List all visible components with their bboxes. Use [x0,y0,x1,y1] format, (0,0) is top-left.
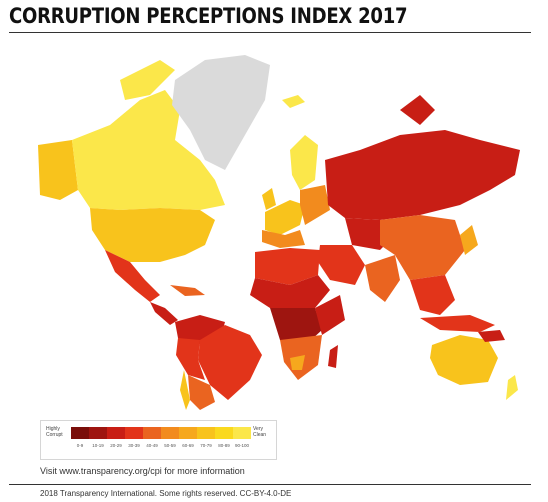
region-papua[interactable] [478,330,505,342]
region-australia[interactable] [430,335,498,385]
region-usa[interactable] [90,208,215,262]
legend-high-label: Very Clean [253,426,267,438]
legend-tick-70-79: 70-79 [200,443,212,448]
color-legend: Highly Corrupt 0-9 10-19 20-29 30-39 40-49 50… [40,420,277,460]
legend-tick-30-39: 30-39 [128,443,140,448]
legend-swatch-0-9 [71,427,89,439]
legend-tick-10-19: 10-19 [92,443,104,448]
legend-swatch-50-59 [161,427,179,439]
legend-tick-60-69: 60-69 [182,443,194,448]
legend-tick-90-100: 90-100 [234,443,249,448]
legend-tick-0-9: 0-9 [76,443,84,448]
region-middle-east[interactable] [318,245,365,285]
region-argentina[interactable] [188,375,215,410]
legend-swatch-40-49 [143,427,161,439]
legend-tick-20-29: 20-29 [110,443,122,448]
region-peru-bolivia[interactable] [176,338,205,380]
region-sahel[interactable] [250,275,330,308]
region-japan-korea[interactable] [460,225,478,255]
legend-swatch-80-89 [215,427,233,439]
region-iceland[interactable] [282,95,305,108]
region-russia-far-east[interactable] [400,95,435,125]
region-eastern-europe[interactable] [300,185,330,225]
region-east-africa[interactable] [315,295,345,335]
region-alaska[interactable] [38,140,78,200]
page-title: CORRUPTION PERCEPTIONS INDEX 2017 [9,4,408,28]
region-russia[interactable] [325,130,520,220]
legend-tick-80-89: 80-89 [218,443,230,448]
region-greenland[interactable] [172,55,270,170]
region-scandinavia[interactable] [290,135,318,190]
region-mexico[interactable] [105,250,160,302]
region-southern-europe[interactable] [262,230,305,248]
region-western-europe[interactable] [265,200,305,235]
title-divider [9,32,531,33]
region-canada-arctic[interactable] [120,60,175,100]
visit-info-text: Visit www.transparency.org/cpi for more … [40,466,245,476]
legend-tick-40-49: 40-49 [146,443,158,448]
legend-swatch-10-19 [89,427,107,439]
legend-low-label: Highly Corrupt [46,426,63,438]
region-uk[interactable] [262,188,276,210]
region-indonesia[interactable] [420,315,495,332]
legend-tick-labels: 0-9 10-19 20-29 30-39 40-49 50-59 60-69 70-79 80… [71,443,251,448]
legend-swatch-30-39 [125,427,143,439]
legend-color-scale [71,427,251,439]
region-botswana[interactable] [290,355,305,370]
region-madagascar[interactable] [328,345,338,368]
legend-swatch-60-69 [179,427,197,439]
region-southeast-asia[interactable] [410,275,455,315]
region-south-asia[interactable] [365,255,400,302]
world-map [38,55,520,410]
region-new-zealand[interactable] [506,375,518,400]
region-central-america[interactable] [150,302,178,325]
legend-tick-50-59: 50-59 [164,443,176,448]
copyright-text: 2018 Transparency International. Some ri… [40,489,292,498]
legend-swatch-20-29 [107,427,125,439]
region-caribbean[interactable] [170,285,205,296]
region-brazil[interactable] [198,325,262,400]
region-chile[interactable] [180,370,190,410]
legend-swatch-90-100 [233,427,251,439]
footer-divider [9,484,531,485]
legend-swatch-70-79 [197,427,215,439]
region-china[interactable] [380,215,465,280]
region-north-africa[interactable] [255,248,320,285]
region-canada[interactable] [72,90,225,210]
